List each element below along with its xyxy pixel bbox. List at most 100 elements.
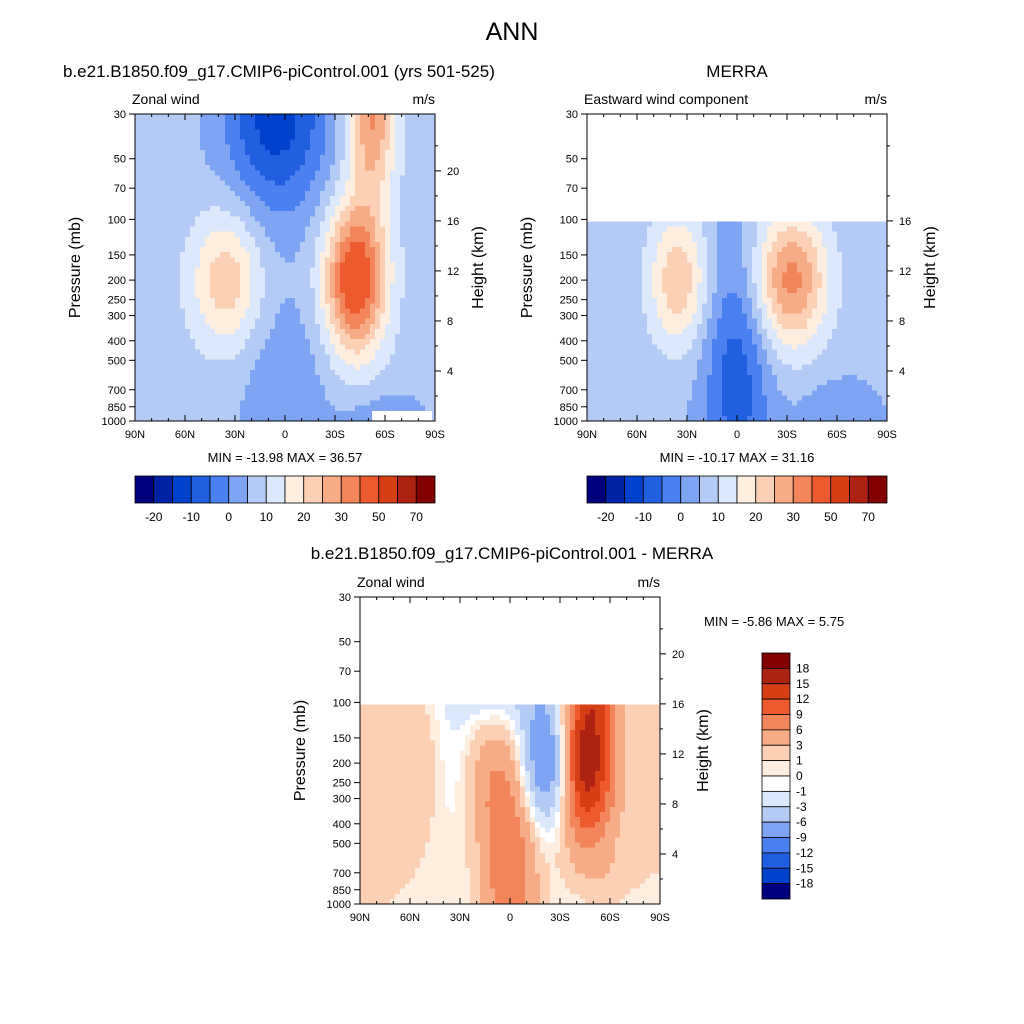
pressure-tick-label: 500 bbox=[560, 355, 578, 367]
height-tick-label: 12 bbox=[447, 266, 459, 278]
colorbar-swatch bbox=[761, 744, 791, 762]
plot-area: 305070100150200250300400500700850100090N… bbox=[67, 91, 487, 441]
pressure-tick-label: 250 bbox=[108, 295, 126, 307]
plot-area: 305070100150200250300400500700850100090N… bbox=[519, 91, 939, 441]
field-name-label: Eastward wind component bbox=[584, 91, 748, 107]
colorbar-label: -3 bbox=[796, 800, 807, 814]
height-tick-label: 8 bbox=[672, 799, 678, 811]
colorbar-label: -10 bbox=[635, 510, 653, 524]
pressure-axis-label: Pressure (mb) bbox=[67, 217, 84, 318]
colorbar-swatch bbox=[378, 475, 398, 504]
pressure-tick-label: 850 bbox=[333, 885, 351, 897]
panel-2-plot: 30 50 70 100 150 200 250 300 400 500 700 850 100090N… bbox=[519, 91, 939, 441]
pressure-tick-label: 70 bbox=[339, 666, 351, 678]
figure-title: ANN bbox=[485, 18, 539, 46]
latitude-tick-label: 90S bbox=[650, 912, 670, 924]
colorbar-swatch bbox=[284, 475, 305, 504]
pressure-tick-label: 50 bbox=[114, 154, 126, 166]
colorbar-label: 30 bbox=[787, 510, 801, 524]
panel-1-stats: MIN = -13.98 MAX = 36.57 bbox=[207, 450, 363, 465]
colorbar-swatch bbox=[792, 475, 813, 504]
colorbar-label: 10 bbox=[712, 510, 726, 524]
colorbar-label: 20 bbox=[297, 510, 311, 524]
pressure-tick-label: 200 bbox=[108, 275, 126, 287]
colorbar-swatch bbox=[303, 475, 323, 504]
colorbar-swatch bbox=[849, 475, 869, 504]
colorbar-swatch bbox=[830, 475, 850, 504]
colorbar-label: 18 bbox=[796, 661, 810, 675]
latitude-tick-label: 90S bbox=[425, 429, 445, 441]
colorbar-label: -20 bbox=[597, 510, 615, 524]
pressure-tick-label: 300 bbox=[333, 794, 351, 806]
colorbar-label: 20 bbox=[749, 510, 763, 524]
colorbar-label: -18 bbox=[796, 877, 814, 891]
colorbar-swatch bbox=[661, 475, 682, 504]
latitude-tick-label: 90N bbox=[577, 429, 597, 441]
latitude-tick-label: 30S bbox=[325, 429, 345, 441]
colorbar-label: 50 bbox=[372, 510, 386, 524]
pressure-tick-label: 500 bbox=[333, 838, 351, 850]
colorbar-swatch bbox=[774, 475, 794, 504]
colorbar-label: 10 bbox=[260, 510, 274, 524]
latitude-tick-label: 30N bbox=[677, 429, 697, 441]
colorbar-swatch bbox=[247, 475, 267, 504]
colorbar-label: -20 bbox=[145, 510, 163, 524]
units-label: m/s bbox=[412, 91, 435, 107]
colorbar-swatch bbox=[761, 883, 791, 900]
pressure-tick-label: 250 bbox=[333, 778, 351, 790]
height-tick-label: 20 bbox=[447, 166, 459, 178]
colorbar-swatch bbox=[209, 475, 230, 504]
colorbar-swatch bbox=[624, 475, 644, 504]
colorbar-swatch bbox=[605, 475, 625, 504]
height-tick-label: 12 bbox=[899, 266, 911, 278]
pressure-tick-label: 150 bbox=[333, 733, 351, 745]
colorbar-swatch bbox=[717, 475, 738, 504]
pressure-tick-label: 100 bbox=[560, 214, 578, 226]
pressure-tick-label: 400 bbox=[108, 336, 126, 348]
colorbar-swatch bbox=[761, 775, 791, 792]
latitude-tick-label: 0 bbox=[282, 429, 288, 441]
colorbar-swatch bbox=[761, 698, 791, 715]
colorbar-swatch bbox=[761, 652, 791, 669]
colorbar-swatch bbox=[761, 667, 791, 685]
contour-field bbox=[360, 704, 661, 905]
colorbar-swatch bbox=[867, 475, 888, 504]
latitude-tick-label: 60S bbox=[375, 429, 395, 441]
colorbar-swatch bbox=[415, 475, 436, 504]
pressure-tick-label: 100 bbox=[108, 214, 126, 226]
colorbar-label: 12 bbox=[796, 692, 810, 706]
height-tick-label: 4 bbox=[899, 366, 905, 378]
pressure-tick-label: 30 bbox=[114, 109, 126, 121]
pressure-tick-label: 70 bbox=[566, 183, 578, 195]
pressure-tick-label: 30 bbox=[566, 109, 578, 121]
pressure-tick-label: 700 bbox=[560, 385, 578, 397]
colorbar-swatch bbox=[761, 790, 791, 808]
panel-3-plot: 305070100150200250300400500700850100090N… bbox=[292, 574, 712, 924]
pressure-tick-label: 300 bbox=[560, 311, 578, 323]
latitude-tick-label: 60N bbox=[175, 429, 195, 441]
height-tick-label: 8 bbox=[447, 316, 453, 328]
colorbar-swatch bbox=[736, 475, 757, 504]
pressure-tick-label: 1000 bbox=[102, 416, 126, 428]
colorbar-swatch bbox=[172, 475, 192, 504]
pressure-tick-label: 70 bbox=[114, 183, 126, 195]
panel-3-title: b.e21.B1850.f09_g17.CMIP6-piControl.001 … bbox=[310, 544, 714, 563]
pressure-tick-label: 400 bbox=[333, 819, 351, 831]
colorbar-label: 50 bbox=[824, 510, 838, 524]
latitude-tick-label: 90S bbox=[877, 429, 897, 441]
latitude-tick-label: 60N bbox=[400, 912, 420, 924]
colorbar-label: -12 bbox=[796, 846, 814, 860]
pressure-axis-label: Pressure (mb) bbox=[519, 217, 536, 318]
latitude-tick-label: 0 bbox=[507, 912, 513, 924]
contour-field bbox=[135, 114, 436, 422]
latitude-tick-label: 90N bbox=[350, 912, 370, 924]
latitude-tick-label: 90N bbox=[125, 429, 145, 441]
height-tick-label: 4 bbox=[672, 849, 678, 861]
pressure-tick-label: 1000 bbox=[327, 899, 351, 911]
height-tick-label: 12 bbox=[672, 749, 684, 761]
latitude-tick-label: 30N bbox=[450, 912, 470, 924]
colorbar-label: 30 bbox=[335, 510, 349, 524]
colorbar-label: -10 bbox=[183, 510, 201, 524]
latitude-tick-label: 0 bbox=[734, 429, 740, 441]
